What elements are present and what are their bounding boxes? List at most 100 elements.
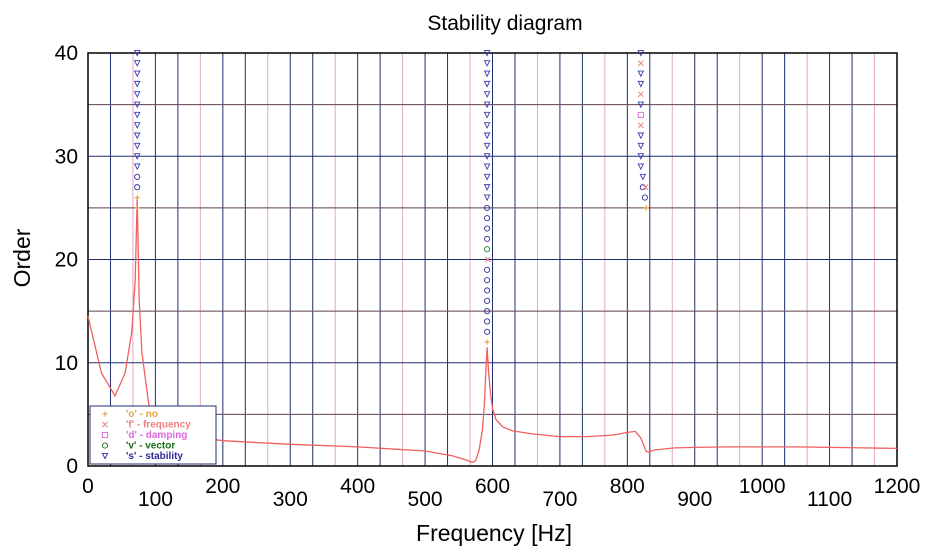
x-tick-labels: 0 100 200 300 400 500 600 700 800 900 1000 1100 1200 bbox=[82, 475, 920, 511]
y-axis-label: Order bbox=[9, 228, 35, 287]
x-tick-label: 600 bbox=[475, 475, 510, 498]
marker-vector-circle bbox=[134, 173, 141, 180]
frf-curve bbox=[87, 197, 898, 464]
legend-symbol bbox=[101, 431, 109, 439]
marker-frequency-cross bbox=[637, 91, 644, 98]
marker-stability-triangle bbox=[133, 91, 141, 98]
marker-stability-triangle bbox=[637, 153, 645, 160]
marker-stability-triangle bbox=[637, 80, 645, 88]
y-tick-label: 20 bbox=[55, 249, 78, 272]
marker-no-plus bbox=[134, 194, 140, 201]
x-tick-label: 100 bbox=[138, 488, 173, 511]
x-tick-label: 0 bbox=[82, 475, 94, 498]
marker-stability-triangle bbox=[483, 194, 491, 202]
marker-stability-triangle bbox=[133, 122, 141, 129]
marker-frequency-cross bbox=[637, 60, 644, 67]
x-tick-label: 700 bbox=[542, 488, 577, 511]
marker-stability-triangle bbox=[133, 101, 141, 109]
marker-vector-circle bbox=[484, 277, 491, 284]
marker-stability-triangle bbox=[133, 49, 141, 57]
marker-frequency-cross bbox=[637, 122, 644, 129]
stability-markers bbox=[133, 49, 649, 345]
marker-frequency-cross bbox=[484, 256, 491, 263]
marker-stability-triangle bbox=[483, 70, 491, 78]
marker-stability-triangle bbox=[483, 153, 491, 160]
x-tick-label: 1200 bbox=[874, 475, 921, 498]
x-tick-label: 400 bbox=[340, 475, 375, 498]
x-tick-label: 1000 bbox=[739, 475, 786, 498]
legend-entry: 'd' - damping bbox=[126, 430, 187, 441]
marker-stability-triangle bbox=[637, 70, 645, 78]
marker-vector-circle bbox=[134, 184, 141, 191]
marker-stability-triangle bbox=[639, 173, 647, 181]
legend-symbol bbox=[102, 421, 108, 428]
marker-stability-triangle bbox=[483, 132, 491, 140]
marker-vector-circle bbox=[641, 194, 648, 201]
marker-vector-circle bbox=[484, 318, 491, 325]
marker-stability-triangle bbox=[637, 101, 645, 109]
legend-entry: 'v' - vector bbox=[126, 441, 175, 452]
x-tick-label: 500 bbox=[408, 488, 443, 511]
legend-entry: 'f' - frequency bbox=[126, 420, 191, 431]
marker-vector-circle bbox=[484, 328, 491, 335]
marker-stability-triangle bbox=[133, 142, 141, 150]
grid-lines bbox=[88, 53, 897, 466]
marker-stability-triangle bbox=[637, 49, 645, 57]
marker-vector-circle bbox=[484, 287, 491, 294]
marker-no-plus bbox=[134, 205, 140, 211]
marker-stability-triangle bbox=[483, 80, 491, 88]
marker-stability-triangle bbox=[483, 173, 491, 181]
marker-stability-triangle bbox=[133, 70, 141, 78]
legend-box bbox=[89, 405, 217, 465]
marker-stability-triangle bbox=[133, 111, 141, 119]
marker-damping-square bbox=[637, 111, 644, 118]
marker-stability-triangle bbox=[133, 163, 141, 171]
marker-vector-circle bbox=[484, 204, 491, 211]
legend-entry: 's' - stability bbox=[126, 451, 183, 462]
marker-stability-triangle bbox=[133, 132, 141, 140]
marker-stability-triangle bbox=[483, 91, 491, 98]
legend: 'o' - no'f' - frequency'd' - damping'v' … bbox=[89, 405, 217, 465]
marker-vector-circle bbox=[484, 308, 491, 315]
marker-stability-triangle bbox=[483, 122, 491, 129]
marker-vector-circle bbox=[484, 225, 491, 232]
chart-title: Stability diagram bbox=[427, 12, 582, 35]
marker-stability-triangle bbox=[133, 153, 141, 160]
x-tick-label: 800 bbox=[610, 475, 645, 498]
legend-symbol bbox=[102, 411, 108, 417]
marker-vector-circle bbox=[484, 297, 491, 304]
x-tick-label: 300 bbox=[273, 488, 308, 511]
x-tick-label: 1100 bbox=[807, 488, 852, 511]
marker-stability-triangle bbox=[483, 49, 491, 57]
legend-entry: 'o' - no bbox=[126, 409, 158, 420]
frf-curve-layer bbox=[87, 197, 898, 464]
marker-no-plus bbox=[484, 339, 490, 345]
marker-stability-triangle bbox=[637, 163, 645, 171]
marker-vector-circle bbox=[484, 235, 491, 242]
y-tick-label: 10 bbox=[55, 352, 78, 375]
marker-stability-triangle bbox=[637, 132, 645, 140]
marker-stability-triangle bbox=[133, 80, 141, 88]
marker-stability-triangle bbox=[483, 142, 491, 150]
y-tick-labels: 0 10 20 30 40 bbox=[55, 42, 78, 478]
legend-symbol bbox=[101, 452, 109, 460]
plot-frame bbox=[87, 52, 898, 467]
x-tick-label: 200 bbox=[205, 475, 240, 498]
marker-stability-triangle bbox=[133, 60, 141, 67]
marker-vector-circle bbox=[484, 215, 491, 222]
marker-no-plus bbox=[643, 205, 649, 211]
marker-stability-triangle bbox=[483, 111, 491, 119]
y-tick-label: 40 bbox=[55, 42, 78, 65]
marker-stability-triangle bbox=[483, 163, 491, 171]
marker-stability-triangle bbox=[483, 184, 491, 191]
marker-stability-triangle bbox=[483, 101, 491, 109]
marker-frequency-cross bbox=[642, 184, 649, 191]
x-axis-label: Frequency [Hz] bbox=[416, 520, 572, 546]
legend-symbol bbox=[101, 442, 109, 449]
x-tick-label: 900 bbox=[677, 488, 712, 511]
marker-stability-triangle bbox=[637, 142, 645, 150]
y-tick-label: 30 bbox=[55, 145, 78, 168]
marker-vector-circle bbox=[484, 246, 491, 253]
